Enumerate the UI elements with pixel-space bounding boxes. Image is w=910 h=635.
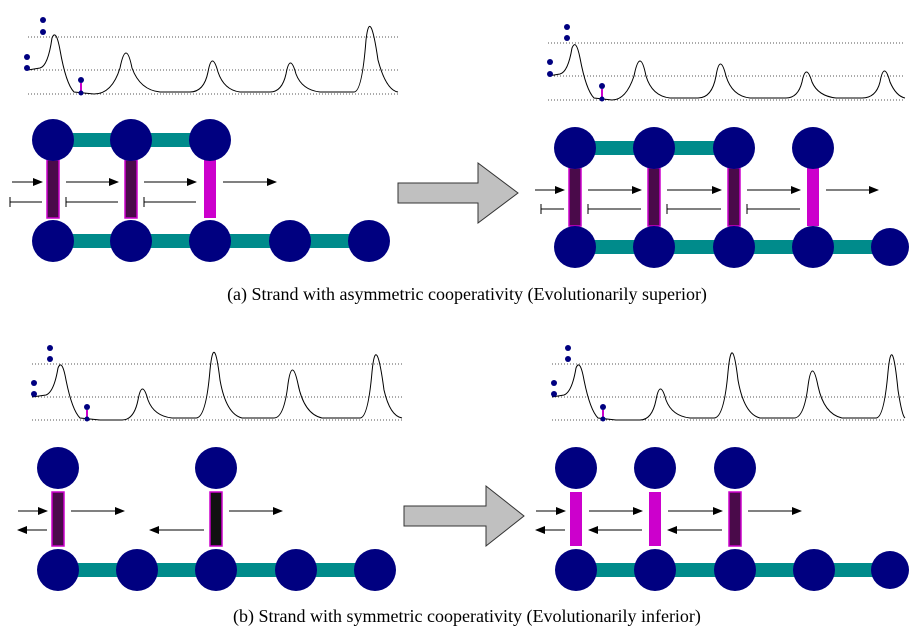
panel-b-left-strand: [17, 447, 396, 591]
panel-b-left-trace: [31, 345, 403, 422]
panel-a-right-trace: [547, 24, 906, 102]
panel-a-right-strand: [535, 127, 909, 268]
right-arrow-icon: [403, 484, 525, 548]
panel-b-right-strand: [535, 447, 909, 591]
caption-b: (b) Strand with symmetric cooperativity …: [233, 606, 701, 626]
panel-a-left-trace: [24, 17, 399, 96]
caption-a: (a) Strand with asymmetric cooperativity…: [227, 284, 707, 304]
panel-a-left-strand: [9, 119, 390, 262]
panel-b-right-trace: [551, 345, 906, 422]
right-arrow-icon: [397, 162, 519, 224]
